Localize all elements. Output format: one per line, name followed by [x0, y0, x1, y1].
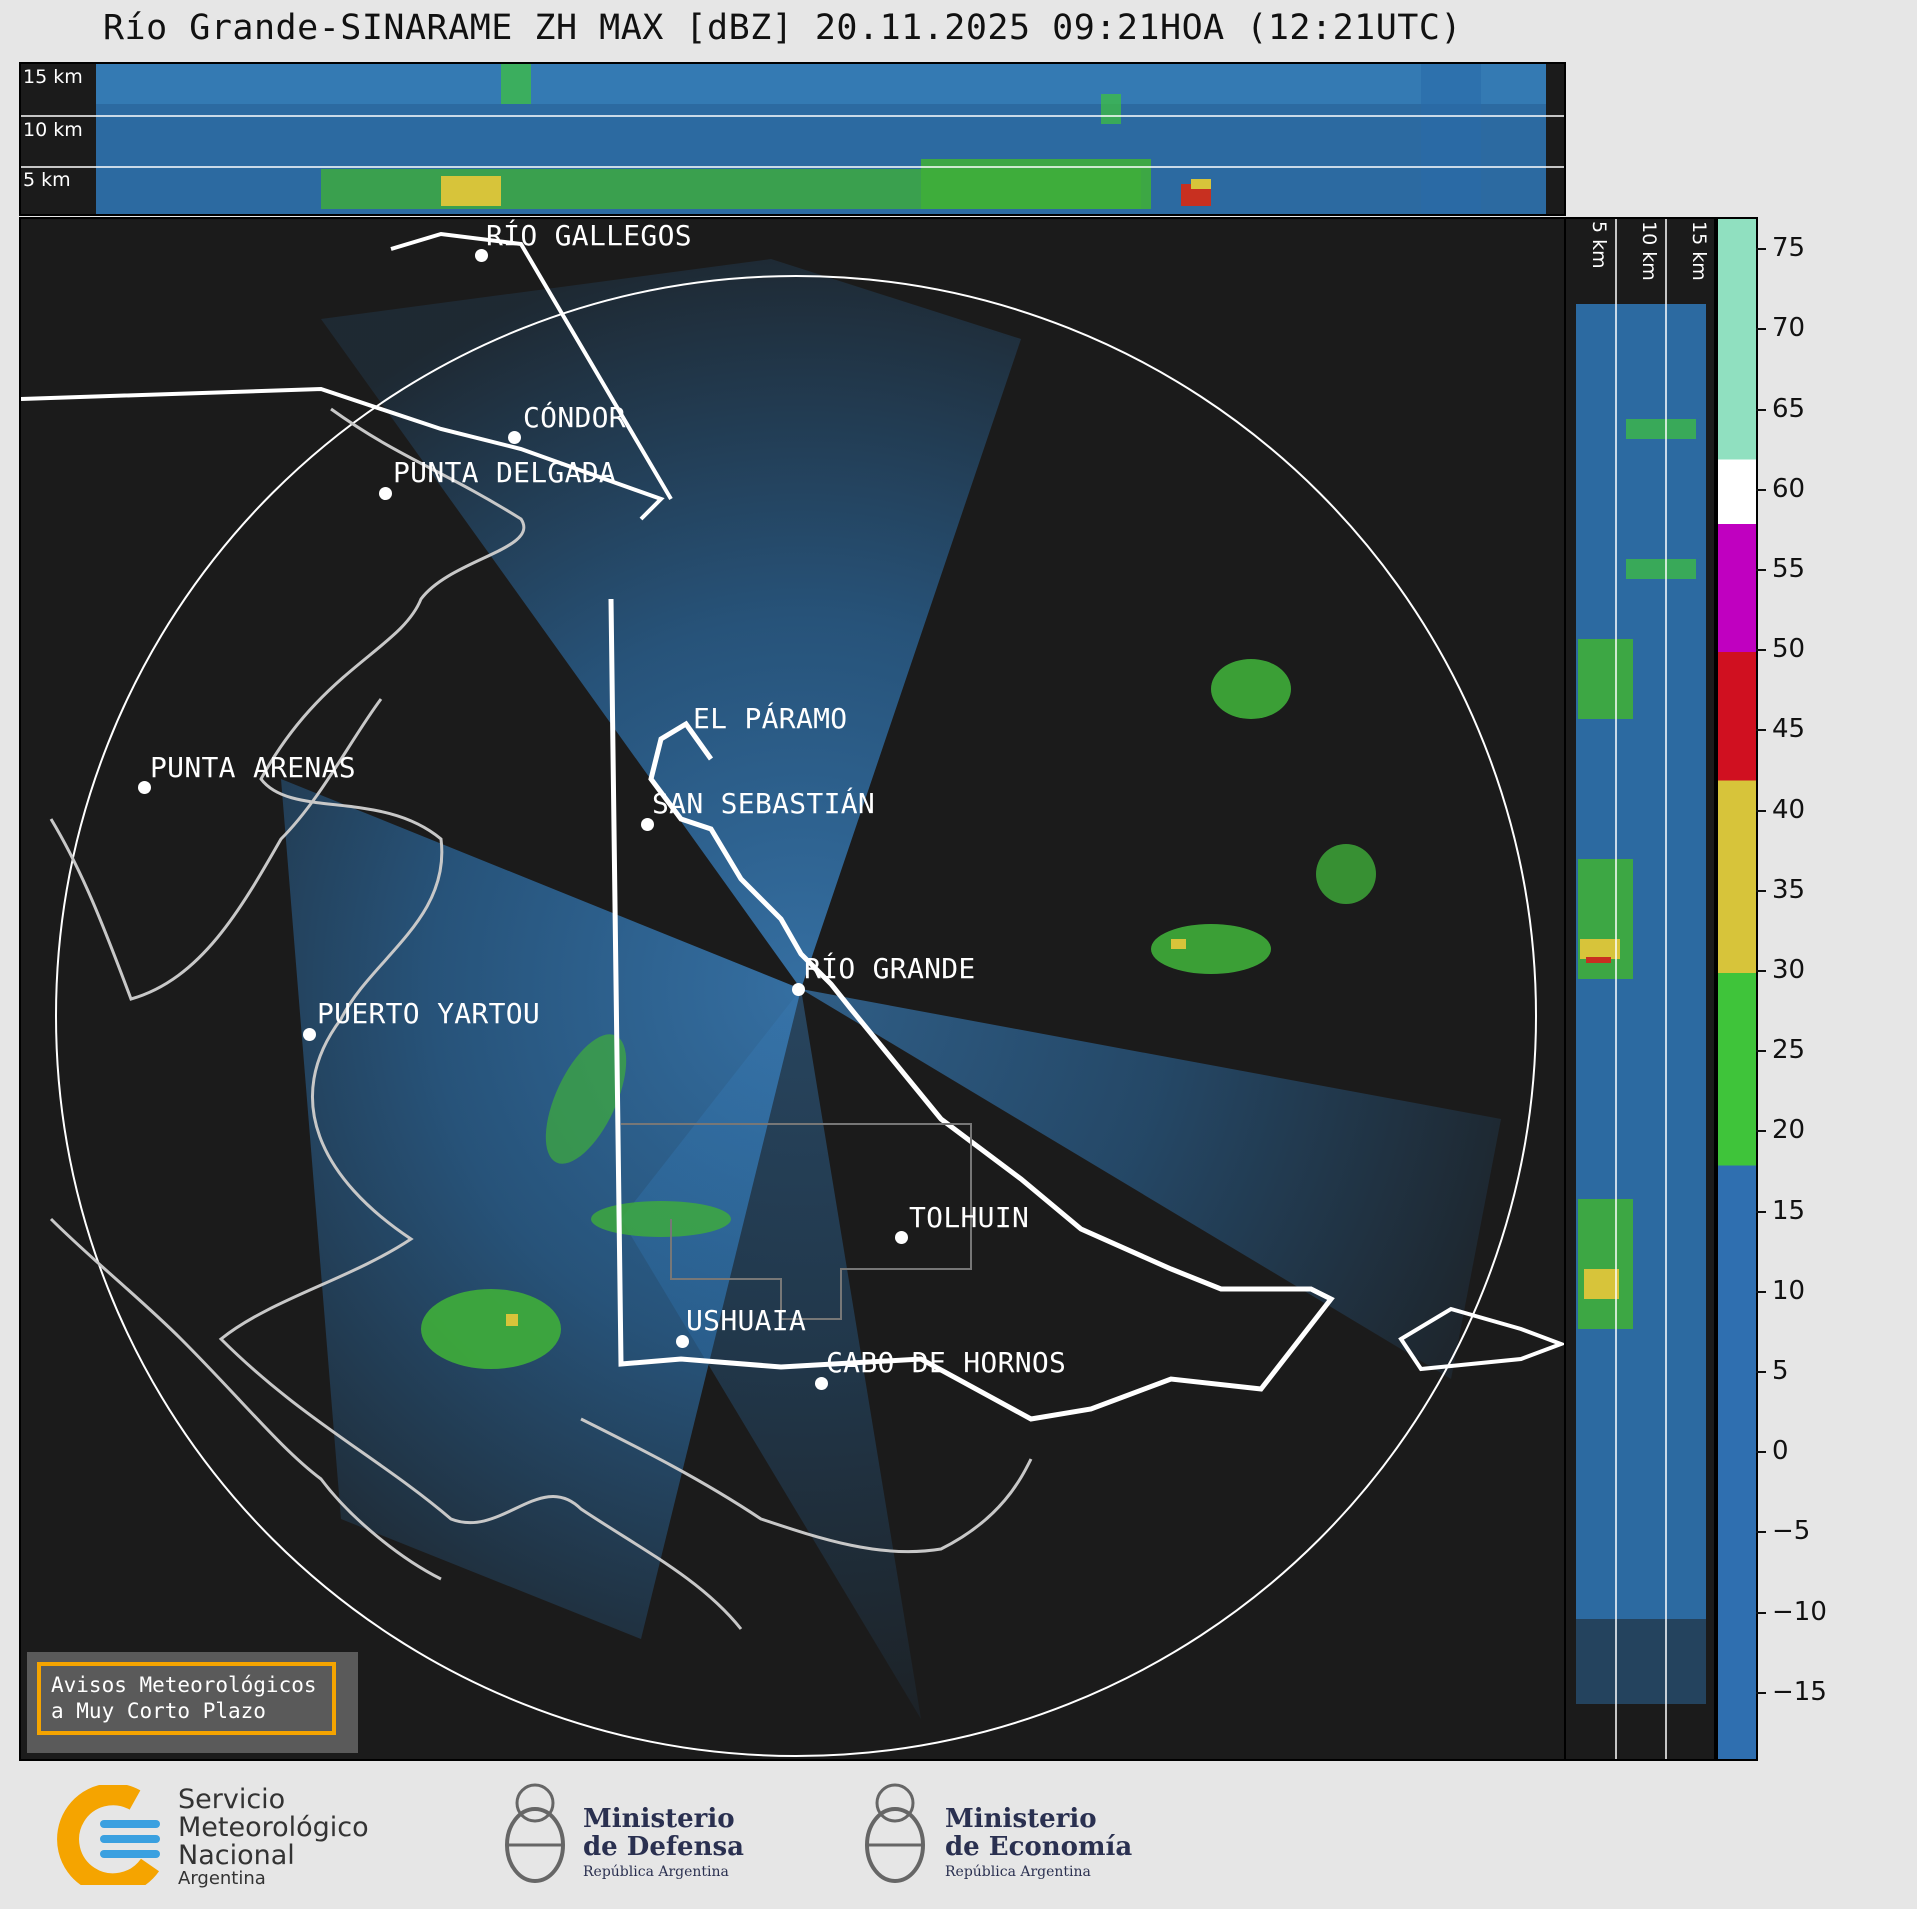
colorbar-tick-mark — [1756, 1531, 1766, 1534]
colorbar-tick-mark — [1756, 1290, 1766, 1293]
colorbar-tick-mark — [1756, 328, 1766, 331]
colorbar-tick-mark — [1756, 1451, 1766, 1454]
city-dot-rio-gallegos — [475, 249, 488, 262]
economia-line-3: República Argentina — [945, 1864, 1091, 1880]
city-label-condor: CÓNDOR — [523, 401, 626, 434]
city-label-el-paramo: EL PÁRAMO — [693, 702, 848, 735]
city-dot-san-sebastian — [641, 818, 654, 831]
city-dot-tolhuin — [895, 1231, 908, 1244]
defensa-line-2: de Defensa — [583, 1832, 744, 1862]
top-cross-section-image — [21, 64, 1564, 214]
right-cross-section: 5 km 10 km 15 km — [1564, 217, 1716, 1761]
colorbar-tick-mark — [1756, 408, 1766, 411]
colorbar-tick-label: 30 — [1772, 954, 1806, 985]
warning-line-1: Avisos Meteorológicos — [51, 1673, 317, 1697]
smn-line-3: Nacional — [178, 1840, 295, 1871]
city-label-cabo-de-hornos: CABO DE HORNOS — [826, 1346, 1067, 1379]
colorbar-tick-mark — [1756, 969, 1766, 972]
colorbar-tick-label: 15 — [1772, 1195, 1806, 1226]
smn-line-4: Argentina — [178, 1868, 266, 1889]
colorbar-tick-mark — [1756, 488, 1766, 491]
height-label-10km-vertical: 10 km — [1638, 221, 1660, 281]
colorbar-tick-mark — [1756, 1050, 1766, 1053]
smn-line-2: Meteorológico — [178, 1812, 369, 1843]
defensa-line-3: República Argentina — [583, 1864, 729, 1880]
colorbar-tick-mark — [1756, 1611, 1766, 1614]
colorbar-tick-mark — [1756, 568, 1766, 571]
economia-line-1: Ministerio — [945, 1804, 1097, 1834]
city-dot-punta-delgada — [379, 487, 392, 500]
colorbar-tick-label: −5 — [1772, 1516, 1811, 1547]
warning-line-2: a Muy Corto Plazo — [51, 1699, 266, 1723]
colorbar-tick-label: 75 — [1772, 233, 1806, 264]
colorbar-tick-mark — [1756, 1130, 1766, 1133]
colorbar-tick-mark — [1756, 1210, 1766, 1213]
colorbar-tick-label: 35 — [1772, 874, 1806, 905]
radar-map-image — [21, 231, 1564, 1757]
city-label-rio-grande: RÍO GRANDE — [804, 952, 976, 985]
colorbar-tick-label: 40 — [1772, 794, 1806, 825]
colorbar-tick-label: 20 — [1772, 1115, 1806, 1146]
colorbar-tick-label: 0 — [1772, 1436, 1789, 1467]
city-label-punta-delgada: PUNTA DELGADA — [393, 456, 617, 489]
city-dot-punta-arenas — [138, 781, 151, 794]
height-label-10km: 10 km — [23, 119, 83, 141]
colorbar-tick-mark — [1756, 809, 1766, 812]
colorbar — [1716, 217, 1758, 1761]
colorbar-tick-mark — [1756, 649, 1766, 652]
coat-of-arms-icon-defensa — [505, 1783, 565, 1883]
smn-logo-icon — [57, 1785, 160, 1885]
colorbar-tick-label: −10 — [1772, 1596, 1827, 1627]
height-label-5km: 5 km — [23, 169, 71, 191]
economia-line-2: de Economía — [945, 1832, 1133, 1862]
warning-box: Avisos Meteorológicos a Muy Corto Plazo — [27, 1652, 358, 1753]
city-dot-cabo-de-hornos — [815, 1377, 828, 1390]
city-label-tolhuin: TOLHUIN — [909, 1201, 1030, 1234]
city-dot-condor — [508, 431, 521, 444]
colorbar-tick-label: 50 — [1772, 634, 1806, 665]
radar-map[interactable]: RÍO GALLEGOS CÓNDOR PUNTA DELGADA EL PÁR… — [19, 217, 1566, 1761]
colorbar-tick-label: 5 — [1772, 1356, 1789, 1386]
city-label-punta-arenas: PUNTA ARENAS — [150, 751, 356, 784]
city-label-rio-gallegos: RÍO GALLEGOS — [486, 219, 692, 252]
height-label-5km-vertical: 5 km — [1588, 221, 1610, 269]
colorbar-tick-label: 25 — [1772, 1035, 1806, 1066]
colorbar-tick-label: 45 — [1772, 714, 1806, 745]
colorbar-tick-mark — [1756, 1371, 1766, 1373]
city-dot-puerto-yartou — [303, 1028, 316, 1041]
city-dot-ushuaia — [676, 1335, 689, 1348]
defensa-line-1: Ministerio — [583, 1804, 735, 1834]
right-cross-section-image — [1576, 219, 1706, 1759]
colorbar-tick-label: 70 — [1772, 313, 1806, 344]
colorbar-tick-mark — [1756, 889, 1766, 892]
city-label-ushuaia: USHUAIA — [686, 1304, 807, 1337]
city-label-puerto-yartou: PUERTO YARTOU — [317, 997, 541, 1030]
colorbar-tick-label: 65 — [1772, 393, 1806, 424]
colorbar-tick-label: 55 — [1772, 553, 1806, 584]
coat-of-arms-icon-economia — [865, 1783, 925, 1883]
city-label-san-sebastian: SAN SEBASTIÁN — [652, 787, 876, 820]
city-dot-rio-grande — [792, 983, 805, 996]
colorbar-tick-mark — [1756, 248, 1766, 251]
height-label-15km: 15 km — [23, 66, 83, 88]
colorbar-tick-label: −15 — [1772, 1676, 1827, 1707]
map-title: Río Grande-SINARAME ZH MAX [dBZ] 20.11.2… — [102, 8, 1463, 48]
height-label-15km-vertical: 15 km — [1688, 221, 1710, 281]
top-cross-section: 15 km 10 km 5 km — [19, 62, 1566, 216]
smn-line-1: Servicio — [178, 1784, 286, 1815]
colorbar-tick-label: 10 — [1772, 1275, 1806, 1306]
colorbar-tick-label: 60 — [1772, 473, 1806, 504]
colorbar-tick-mark — [1756, 729, 1766, 732]
colorbar-tick-mark — [1756, 1691, 1766, 1694]
